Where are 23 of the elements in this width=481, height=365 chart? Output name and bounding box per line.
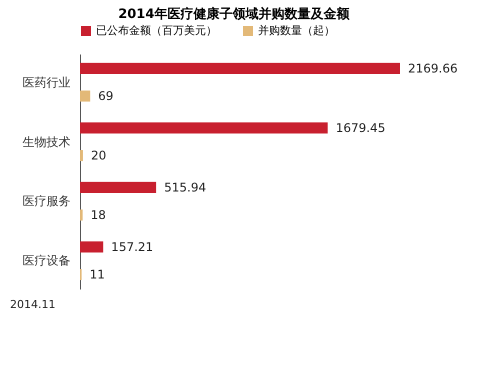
data-label: 20: [90, 148, 106, 163]
chart-title: 2014年医疗健康子领域并购数量及金额: [118, 6, 350, 22]
text: 2014.11: [10, 298, 56, 311]
data-label: 1679.45: [336, 120, 386, 135]
data-label: 515.94: [164, 180, 206, 194]
bar: [80, 150, 83, 162]
y-tick-label: 医疗服务: [22, 194, 70, 208]
bar: [80, 90, 90, 102]
data-label: 2169.66: [408, 61, 458, 76]
bar: [80, 122, 328, 134]
y-tick-label: 生物技术: [22, 134, 70, 149]
y-tick-label: 医疗设备: [22, 254, 70, 268]
bar: [80, 182, 156, 193]
data-label: 157.21: [111, 240, 154, 254]
data-label: 18: [90, 208, 106, 222]
bar: [80, 210, 83, 221]
y-tick-label: 医药行业: [22, 75, 70, 90]
legend-label: 并购数量（起）: [258, 24, 335, 37]
bar: [80, 241, 104, 252]
data-label: 11: [90, 268, 105, 282]
data-label: 69: [98, 89, 114, 104]
legend-label: 已公布金额（百万美元）: [96, 24, 217, 37]
bar: [80, 62, 400, 74]
